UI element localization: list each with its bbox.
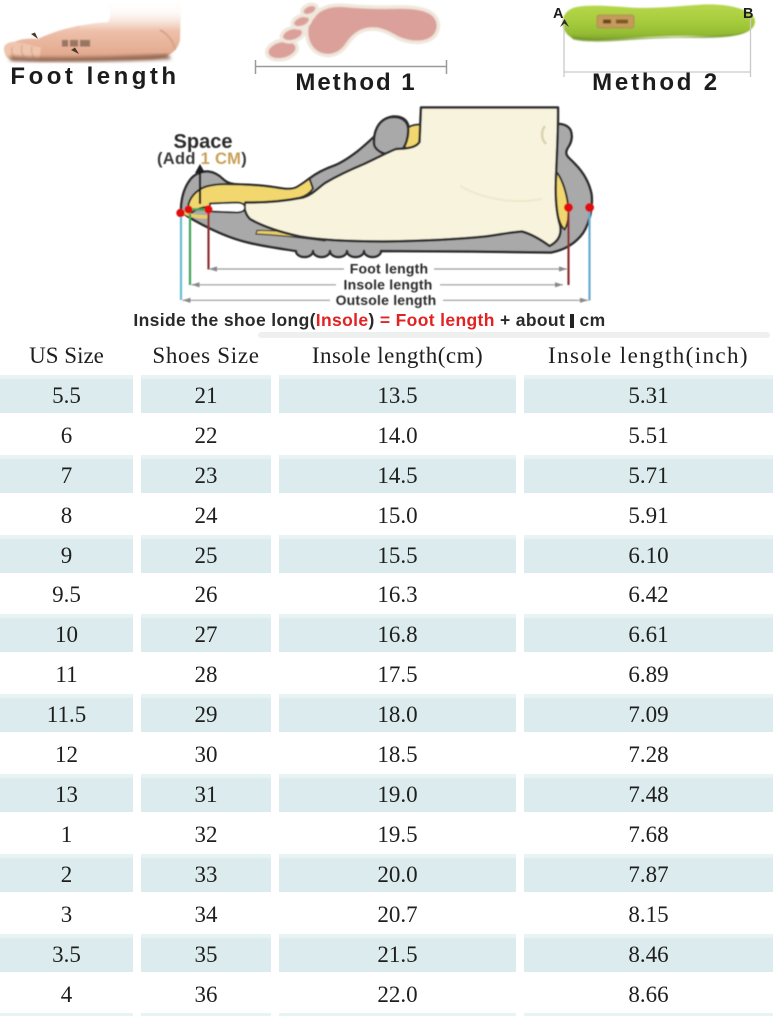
svg-text:Foot length: Foot length bbox=[350, 261, 428, 277]
svg-text:A: A bbox=[553, 6, 564, 22]
svg-text:B: B bbox=[743, 6, 753, 22]
svg-text:(Add 1 CM): (Add 1 CM) bbox=[157, 150, 247, 168]
svg-text:Outsole length: Outsole length bbox=[336, 292, 437, 308]
svg-text:Space: Space bbox=[174, 131, 233, 153]
svg-text:Insole length: Insole length bbox=[344, 277, 433, 293]
